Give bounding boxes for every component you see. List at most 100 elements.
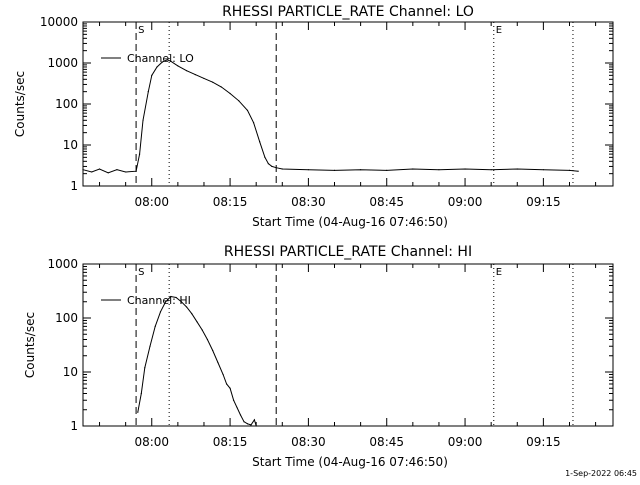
data-point bbox=[252, 122, 255, 124]
y-tick-label: 100 bbox=[55, 311, 78, 325]
data-point bbox=[161, 61, 163, 63]
data-point bbox=[577, 170, 579, 172]
x-tick-label: 08:15 bbox=[213, 195, 248, 209]
data-point bbox=[542, 169, 544, 171]
x-tick-label: 08:15 bbox=[213, 435, 248, 449]
y-tick-label: 1000 bbox=[47, 257, 78, 271]
data-point bbox=[170, 295, 172, 298]
y-tick-label: 1 bbox=[70, 419, 78, 433]
data-point bbox=[307, 169, 310, 171]
data-point bbox=[170, 60, 172, 62]
data-point bbox=[438, 169, 440, 171]
x-tick-label: 08:00 bbox=[134, 195, 169, 209]
data-point bbox=[386, 169, 388, 172]
data-point bbox=[225, 383, 228, 385]
data-point bbox=[271, 165, 273, 168]
data-point bbox=[149, 345, 151, 347]
y-tick-label: 1 bbox=[70, 179, 78, 193]
data-point bbox=[333, 169, 336, 172]
data-point bbox=[236, 406, 238, 409]
data-series-line bbox=[137, 295, 257, 427]
data-point bbox=[246, 423, 249, 425]
data-point bbox=[177, 65, 179, 67]
data-point bbox=[212, 81, 214, 83]
chart-title: RHESSI PARTICLE_RATE Channel: HI bbox=[224, 244, 472, 260]
data-point bbox=[568, 169, 571, 172]
data-point bbox=[464, 168, 466, 170]
data-point bbox=[238, 100, 240, 102]
y-tick-label: 1000 bbox=[47, 56, 78, 70]
data-point bbox=[232, 399, 235, 401]
data-point bbox=[175, 296, 177, 299]
data-point bbox=[135, 170, 137, 172]
data-point bbox=[229, 387, 231, 389]
data-point bbox=[156, 66, 158, 68]
time-marker-label: S bbox=[138, 25, 144, 36]
data-point bbox=[137, 411, 139, 413]
data-point bbox=[166, 59, 169, 61]
data-point bbox=[185, 70, 188, 72]
x-tick-label: 09:15 bbox=[526, 435, 561, 449]
data-point bbox=[253, 419, 256, 421]
x-axis-label: Start Time (04-Aug-16 07:46:50) bbox=[252, 455, 448, 469]
data-point bbox=[140, 392, 142, 395]
y-axis-label: Counts/sec bbox=[13, 71, 27, 137]
y-tick-label: 10000 bbox=[40, 15, 78, 29]
data-point bbox=[212, 349, 214, 352]
x-tick-label: 08:45 bbox=[369, 435, 404, 449]
y-tick-label: 100 bbox=[55, 97, 78, 111]
data-point bbox=[196, 321, 198, 323]
data-point bbox=[159, 311, 162, 313]
data-point bbox=[243, 421, 245, 423]
chart-panel-hi: RHESSI PARTICLE_RATE Channel: HI Start Ti… bbox=[23, 244, 614, 469]
x-tick-label: 08:45 bbox=[369, 195, 404, 209]
data-point bbox=[222, 373, 224, 376]
time-marker-label: S bbox=[138, 267, 144, 278]
x-tick-label: 08:30 bbox=[291, 435, 326, 449]
data-point bbox=[360, 169, 362, 171]
data-point bbox=[142, 119, 144, 121]
data-point bbox=[180, 301, 182, 303]
data-point bbox=[185, 306, 188, 308]
data-point bbox=[154, 325, 156, 327]
data-point bbox=[165, 301, 167, 303]
data-point bbox=[239, 414, 242, 416]
data-point bbox=[116, 169, 118, 171]
time-marker-label: E bbox=[496, 25, 502, 36]
data-series-line bbox=[82, 59, 579, 174]
data-point bbox=[201, 329, 203, 331]
data-point bbox=[125, 171, 127, 173]
data-point bbox=[275, 167, 277, 169]
plot-frame bbox=[82, 263, 614, 427]
data-point bbox=[267, 163, 269, 165]
data-point bbox=[151, 74, 153, 76]
x-axis-label: Start Time (04-Aug-16 07:46:50) bbox=[252, 215, 448, 229]
data-point bbox=[98, 168, 101, 170]
y-tick-label: 10 bbox=[63, 138, 78, 152]
chart-panel-lo: RHESSI PARTICLE_RATE Channel: LO Start Ti… bbox=[13, 4, 614, 229]
data-point bbox=[255, 425, 257, 427]
data-point bbox=[516, 168, 518, 170]
data-point bbox=[217, 361, 219, 364]
legend-label: Channel: HI bbox=[127, 294, 191, 307]
x-tick-label: 08:30 bbox=[291, 195, 326, 209]
time-marker-label: E bbox=[496, 267, 502, 278]
data-point bbox=[138, 153, 141, 155]
data-point bbox=[229, 92, 231, 95]
plot-frame bbox=[82, 21, 614, 187]
data-point bbox=[250, 424, 252, 426]
legend-label: Channel: LO bbox=[127, 52, 194, 65]
y-tick-label: 10 bbox=[63, 365, 78, 379]
x-tick-label: 09:00 bbox=[448, 435, 483, 449]
data-point bbox=[490, 169, 492, 171]
data-point bbox=[246, 109, 249, 111]
x-tick-label: 09:15 bbox=[526, 195, 561, 209]
data-point bbox=[147, 91, 149, 93]
data-point bbox=[82, 169, 84, 171]
data-point bbox=[264, 156, 266, 158]
data-point bbox=[259, 141, 261, 143]
data-point bbox=[281, 168, 283, 170]
data-point bbox=[144, 367, 146, 369]
